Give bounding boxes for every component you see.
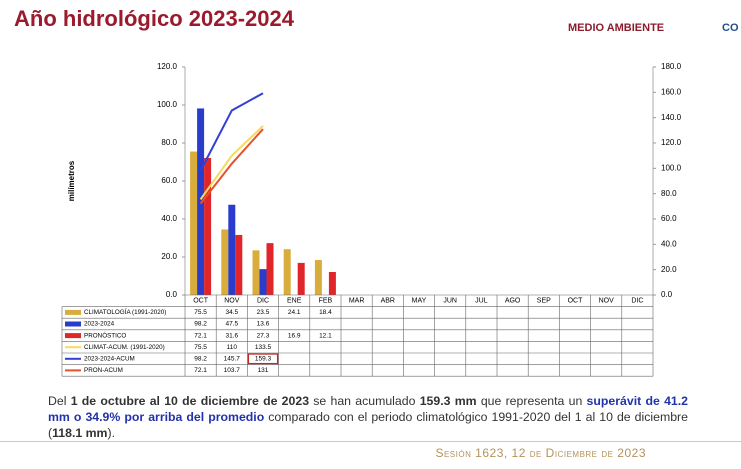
table-value: 98.2 <box>194 356 207 363</box>
legend-label: 2023-2024-ACUM <box>84 355 135 362</box>
y-tick-label: 80.0 <box>161 138 177 147</box>
y-tick-label: 0.0 <box>166 290 178 299</box>
logo-text: MEDIO AMBIENTE <box>568 22 665 34</box>
text: superávit de 41.2 mm o 34.9% por arriba … <box>48 394 688 424</box>
table-value: 133.5 <box>255 344 272 351</box>
x-tick-label: AGO <box>505 298 521 305</box>
x-tick-label: MAR <box>349 298 365 305</box>
highlight-box <box>247 353 279 365</box>
legend-label: CLIMATOLOGÍA (1991-2020) <box>84 307 166 316</box>
y-tick-label: 60.0 <box>161 176 177 185</box>
y2-tick-label: 120.0 <box>661 138 682 147</box>
y2-tick-label: 0.0 <box>661 290 673 299</box>
x-tick-label: DIC <box>257 298 269 305</box>
table-value: 110 <box>227 344 238 351</box>
y2-tick-label: 40.0 <box>661 239 677 248</box>
y2-tick-label: 80.0 <box>661 189 677 198</box>
table-value: 24.1 <box>288 309 301 316</box>
table-value: 75.5 <box>194 309 207 316</box>
y-tick-label: 100.0 <box>157 100 178 109</box>
x-tick-label: JUN <box>443 298 457 305</box>
table-value: 31.6 <box>225 332 238 339</box>
x-tick-label: ABR <box>381 298 395 305</box>
bar <box>228 204 236 295</box>
table-value: 72.1 <box>194 332 207 339</box>
line <box>199 125 264 200</box>
table-value: 23.5 <box>257 309 270 316</box>
y-tick-label: 120.0 <box>157 62 178 71</box>
y-axis-label: milímetros <box>67 160 76 201</box>
y-tick-label: 20.0 <box>161 252 177 261</box>
legend-label: 2023-2024 <box>84 321 115 328</box>
text: ). <box>107 426 116 440</box>
table-value: 13.6 <box>257 321 270 328</box>
table-value: 27.3 <box>257 332 270 339</box>
bar <box>235 234 243 295</box>
bar <box>314 260 322 295</box>
chart: milímetros 0.0 20.0 40.0 60.0 80.0 100.0 120.0… <box>61 62 682 377</box>
text: que representa un <box>476 394 587 408</box>
summary: Del 1 de octubre al 10 de diciembre de 2… <box>48 393 688 441</box>
bar <box>197 108 205 295</box>
text: 1 de octubre al 10 de diciembre de 2023 <box>70 394 310 408</box>
y2-tick-label: 20.0 <box>661 265 677 274</box>
x-tick-label: ENE <box>287 298 302 305</box>
table-value: 98.2 <box>194 321 207 328</box>
y2-tick-label: 60.0 <box>661 214 677 223</box>
logo-text-cut: CO <box>722 22 739 34</box>
x-tick-label: NOV <box>224 298 240 305</box>
text: 159.3 mm <box>419 394 477 408</box>
bar <box>283 249 291 295</box>
bar <box>190 151 198 295</box>
x-tick-label: SEP <box>537 298 551 305</box>
bar <box>252 250 260 295</box>
bar <box>266 243 274 295</box>
x-tick-label: DIC <box>631 298 643 305</box>
bar <box>259 269 267 295</box>
legend-label: PRONÓSTICO <box>84 330 126 339</box>
table-value: 34.5 <box>225 309 238 316</box>
table-value: 75.5 <box>194 344 207 351</box>
text: comparado con el periodo climatológico 1… <box>48 410 688 440</box>
table-value: 72.1 <box>194 367 207 374</box>
legend-swatch <box>65 309 81 315</box>
text: Del <box>48 394 71 408</box>
x-tick-label: OCT <box>568 298 584 305</box>
separator <box>0 441 741 442</box>
x-tick-label: NOV <box>599 298 615 305</box>
table-value: 47.5 <box>225 321 238 328</box>
table-value: 18.4 <box>319 309 332 316</box>
y2-tick-label: 160.0 <box>661 87 682 96</box>
legend-swatch <box>65 333 81 339</box>
table-value: 159.3 <box>255 356 272 363</box>
table-value: 131 <box>258 367 269 374</box>
x-tick-label: FEB <box>319 298 333 305</box>
legend-label: CLIMAT-ACUM. (1991-2020) <box>84 344 165 351</box>
footer: Sesión 1623, 12 de Diciembre de 2023 <box>435 446 646 460</box>
table-value: 145.7 <box>224 356 241 363</box>
bar <box>297 262 305 295</box>
bar <box>221 229 229 295</box>
x-tick-label: MAY <box>412 298 427 305</box>
table-value: 16.9 <box>288 332 301 339</box>
y2-tick-label: 180.0 <box>661 62 682 71</box>
line <box>199 128 264 205</box>
text: se han acumulado <box>309 394 420 408</box>
y-tick-label: 40.0 <box>161 214 177 223</box>
x-tick-label: OCT <box>193 298 209 305</box>
y2-tick-label: 140.0 <box>661 113 682 122</box>
bar <box>204 158 212 295</box>
x-tick-label: JUL <box>475 298 488 305</box>
legend-label: PRON-ACUM <box>84 367 123 374</box>
text: 118.1 mm <box>52 426 108 440</box>
table-value: 103.7 <box>224 367 241 374</box>
title: Año hidrológico 2023-2024 <box>14 6 294 31</box>
table-value: 12.1 <box>319 332 332 339</box>
bar <box>328 272 336 295</box>
legend-swatch <box>65 321 81 327</box>
y2-tick-label: 100.0 <box>661 163 682 172</box>
line <box>199 92 264 172</box>
